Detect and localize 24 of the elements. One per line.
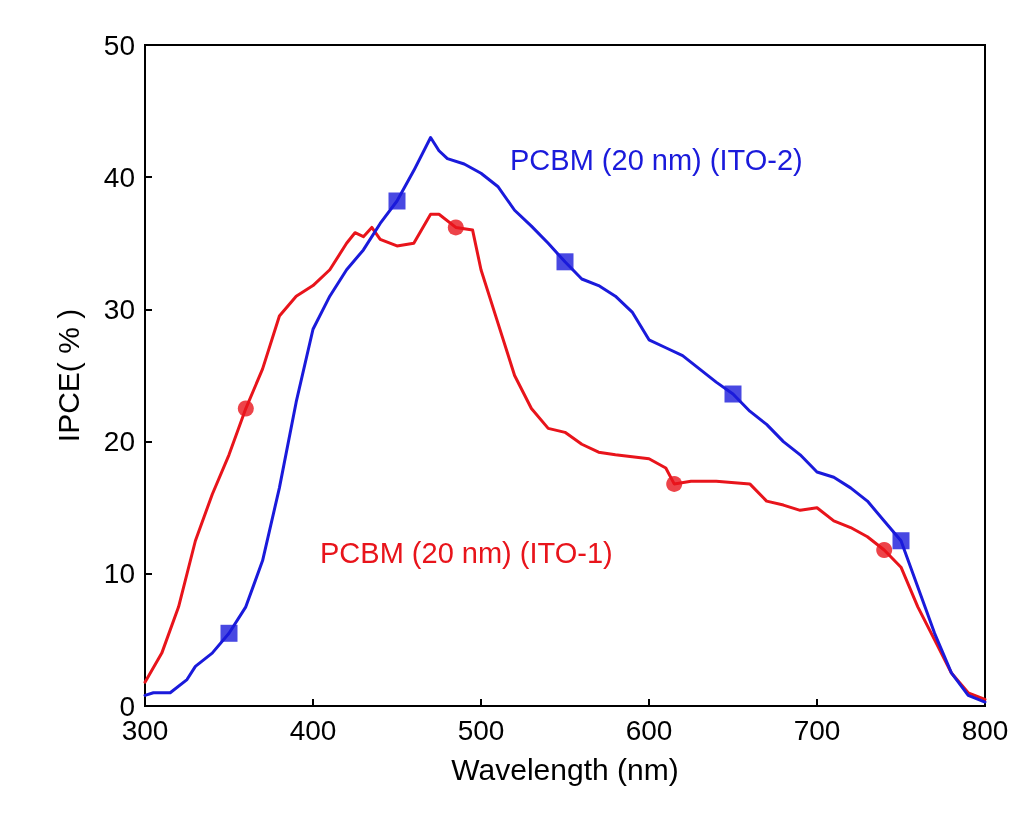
x-tick-label: 500: [457, 714, 505, 746]
y-tick-label: 10: [103, 558, 135, 590]
point: [892, 532, 910, 550]
point: [876, 542, 893, 558]
point: [220, 624, 238, 642]
y-tick-label: 0: [119, 690, 135, 722]
x-tick-label: 400: [289, 714, 337, 746]
x-tick-label: 700: [793, 714, 841, 746]
annotation: PCBM (20 nm) (ITO-2): [510, 144, 803, 176]
point: [237, 400, 254, 417]
y-tick-label: 20: [103, 426, 135, 458]
point: [556, 253, 574, 271]
y-tick-label: 50: [103, 29, 135, 61]
y-tick-label: 30: [103, 293, 135, 325]
y-tick-label: 40: [103, 161, 135, 193]
point: [724, 385, 742, 403]
annotation: PCBM (20 nm) (ITO-1): [320, 537, 613, 569]
x-axis-title: Wavelength (nm): [451, 752, 679, 786]
point: [666, 475, 683, 492]
x-tick-label: 600: [625, 714, 673, 746]
y-axis-title: IPCE( % ): [51, 308, 85, 443]
x-tick-label: 800: [961, 714, 1009, 746]
point: [447, 219, 464, 236]
point: [388, 192, 406, 210]
